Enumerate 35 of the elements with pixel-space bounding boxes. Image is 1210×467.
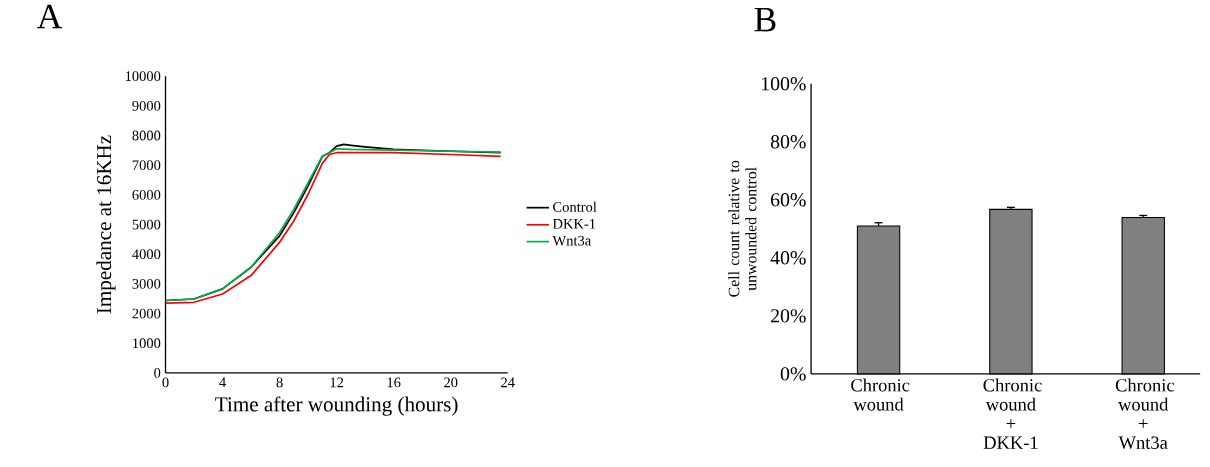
- x-tick-label: 16: [387, 377, 401, 388]
- y-tick-label: 100%: [762, 77, 806, 91]
- y-tick-label: 5000: [132, 219, 161, 230]
- x-tick-label: 4: [219, 377, 226, 388]
- y-axis-title: Cell count relative to unwounded control: [728, 160, 757, 297]
- y-tick-label: 20%: [771, 309, 806, 323]
- x-tick-label: 12: [330, 377, 344, 388]
- y-tick-label: 80%: [770, 135, 806, 149]
- x-tick-label: 8: [276, 377, 283, 388]
- x-tick-label: 20: [444, 377, 458, 388]
- chart-title: B: [754, 8, 776, 32]
- x-tick-label: Chronic wound: [851, 378, 910, 411]
- legend-label: Wnt3a: [552, 235, 591, 246]
- legend-label: DKK-1: [552, 219, 596, 229]
- x-tick-label: Chronic wound + Wnt3a: [1115, 378, 1174, 450]
- y-tick-label: 8000: [132, 130, 161, 141]
- x-tick-label: Chronic wound + DKK-1: [983, 378, 1042, 449]
- y-tick-label: 10000: [125, 71, 161, 82]
- y-tick-label: 40%: [770, 251, 806, 265]
- y-tick-label: 3000: [132, 279, 161, 289]
- y-tick-label: 1000: [133, 338, 161, 349]
- y-tick-label: 4000: [132, 249, 161, 260]
- chart-title: A: [37, 4, 63, 29]
- y-tick-label: 9000: [132, 101, 161, 111]
- y-axis-title: Impedance at 16KHz: [96, 135, 116, 314]
- y-tick-label: 0%: [780, 367, 806, 381]
- y-tick-label: 60%: [771, 193, 806, 207]
- y-tick-label: 0: [154, 368, 161, 378]
- y-tick-label: 6000: [132, 190, 161, 200]
- y-tick-label: 2000: [132, 308, 161, 319]
- x-tick-label: 0: [162, 377, 169, 388]
- y-tick-label: 7000: [132, 160, 161, 171]
- x-axis-title: Time after wounding (hours): [215, 396, 458, 416]
- legend-label: Control: [553, 201, 597, 212]
- x-tick-label: 24: [501, 377, 515, 388]
